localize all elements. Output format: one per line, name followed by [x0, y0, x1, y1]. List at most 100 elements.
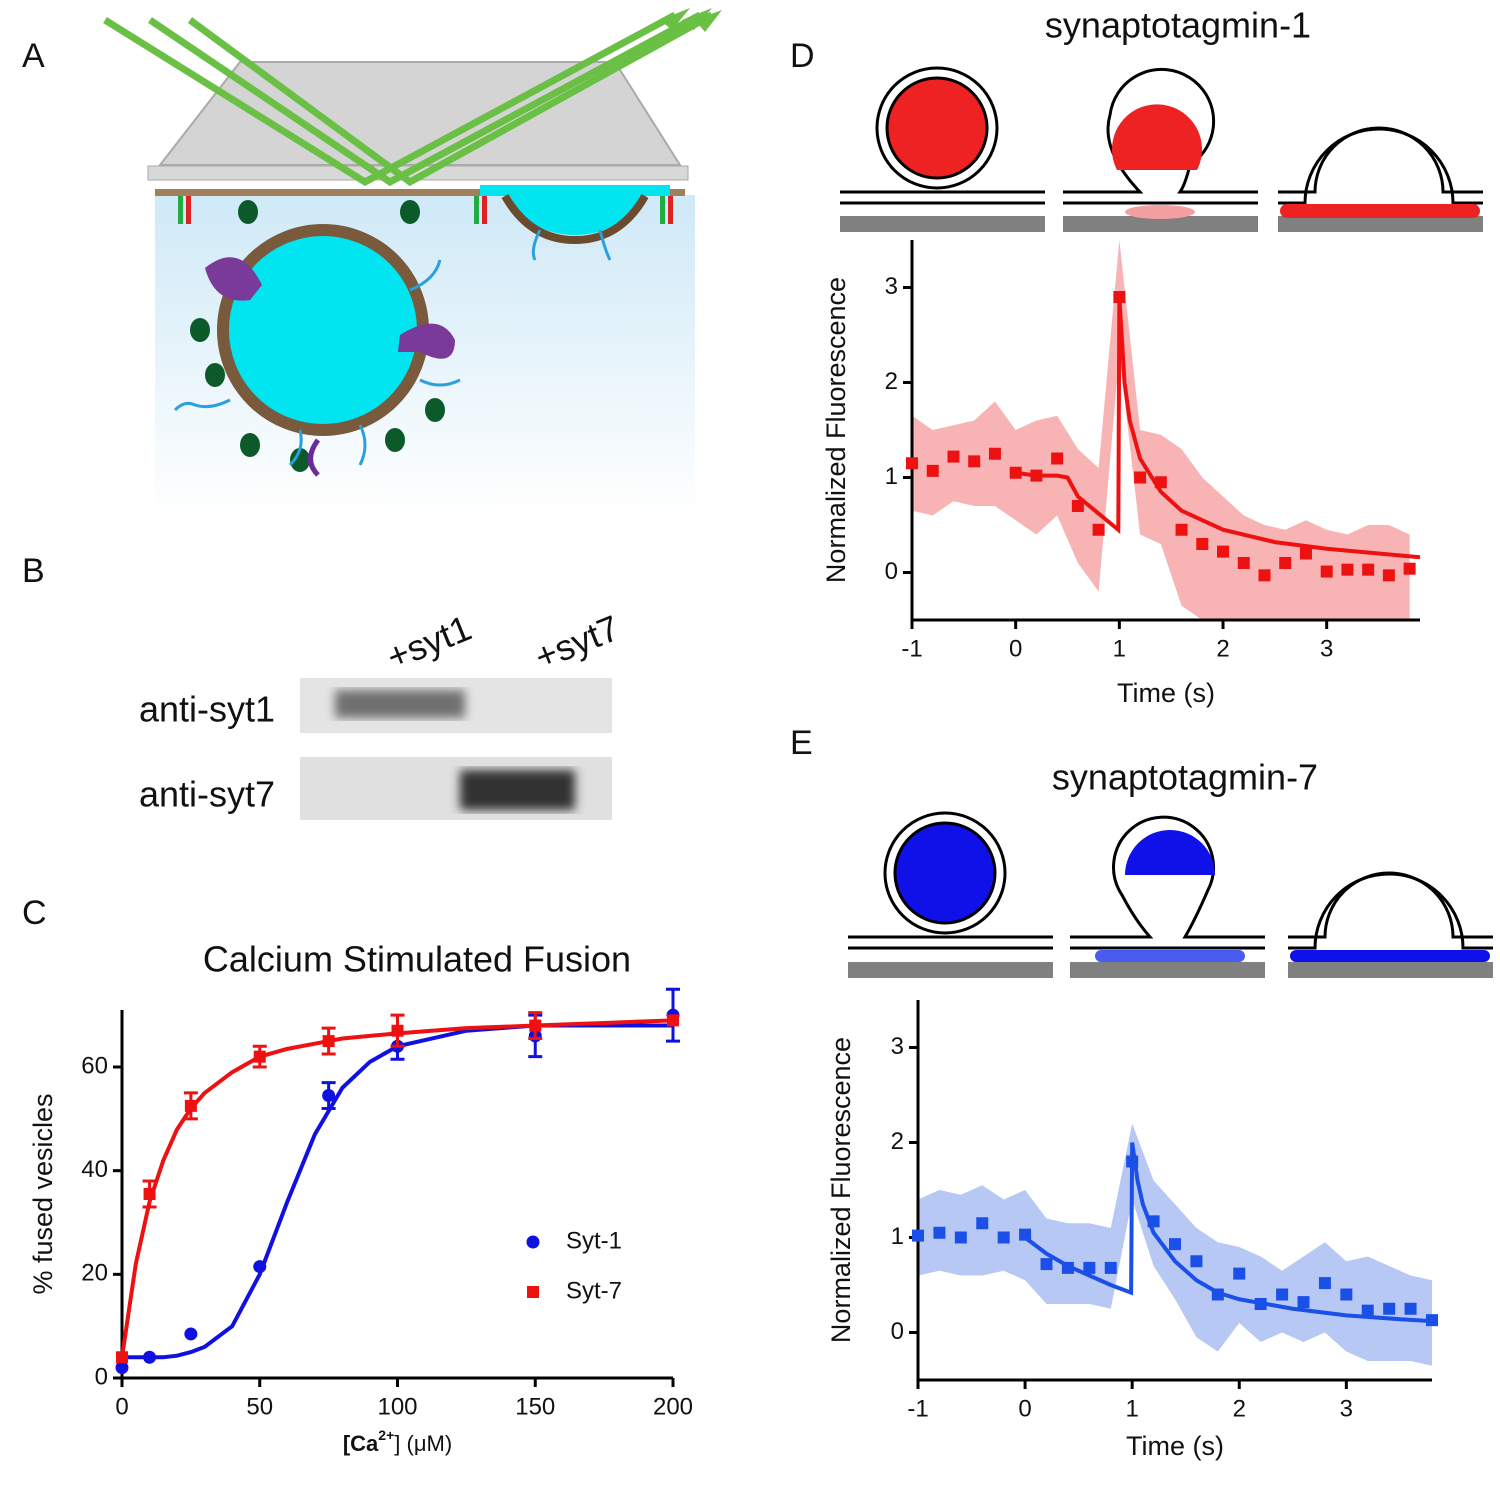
point	[1175, 523, 1188, 536]
x-axis-label-part: ] (μM)	[394, 1431, 452, 1456]
row-label: anti-syt1	[139, 689, 275, 730]
legend-label: Syt-7	[566, 1277, 622, 1304]
point	[1009, 466, 1022, 479]
point	[529, 1019, 542, 1032]
x-axis-label: Time (s)	[1126, 1431, 1224, 1461]
point	[1169, 1238, 1181, 1251]
point	[1382, 569, 1395, 582]
x-axis-label-part: [Ca	[343, 1431, 379, 1456]
point	[988, 447, 1001, 460]
y-tick-label: 3	[891, 1033, 904, 1060]
point	[1030, 469, 1043, 482]
fit-line	[122, 1023, 673, 1360]
y-tick-label: 0	[891, 1318, 904, 1345]
point	[1403, 562, 1416, 575]
point	[184, 1099, 197, 1112]
legend-marker	[527, 1286, 539, 1298]
x-tick-label: 1	[1125, 1395, 1138, 1422]
y-tick-label: 1	[891, 1223, 904, 1250]
x-tick-label: 50	[246, 1393, 273, 1420]
y-tick-label: 20	[81, 1260, 108, 1287]
x-tick-label: -1	[907, 1395, 928, 1422]
blot-band	[460, 770, 575, 810]
point	[1362, 563, 1375, 576]
x-tick-label: 2	[1233, 1395, 1246, 1422]
point	[1040, 1258, 1053, 1271]
x-tick-label: 1	[1113, 635, 1126, 662]
x-tick-label: 100	[377, 1393, 417, 1420]
y-tick-label: 3	[885, 273, 898, 300]
point	[954, 1231, 967, 1244]
point	[391, 1024, 404, 1037]
point	[1320, 565, 1333, 578]
fit-line	[120, 1018, 674, 1358]
fusion-schematic-syt1	[840, 66, 1483, 232]
fusion-schematic-syt7	[848, 811, 1493, 978]
point	[253, 1050, 266, 1063]
point	[1340, 1288, 1353, 1301]
bilayer	[155, 189, 685, 196]
point	[1061, 1261, 1074, 1274]
point	[1154, 476, 1167, 489]
proteins	[190, 200, 445, 472]
x-axis-label: Time (s)	[1117, 678, 1215, 708]
point	[906, 457, 918, 470]
y-axis-label: Normalized Fluorescence	[821, 277, 851, 583]
point	[667, 1014, 679, 1027]
point	[1383, 1302, 1396, 1315]
snares	[178, 196, 665, 224]
fused-membrane	[501, 193, 649, 245]
y-tick-label: 40	[81, 1156, 108, 1183]
point	[1404, 1302, 1417, 1315]
panel-label: C	[22, 894, 47, 932]
point	[947, 450, 960, 463]
point	[1196, 538, 1209, 550]
point	[1254, 1298, 1267, 1310]
point	[1318, 1277, 1331, 1290]
confidence-band	[912, 240, 1410, 620]
y-tick-label: 2	[885, 368, 898, 395]
point	[1237, 557, 1250, 569]
point	[143, 1350, 157, 1364]
y-axis-label: Normalized Fluorescence	[826, 1037, 856, 1343]
point	[1134, 471, 1147, 484]
point	[143, 1188, 156, 1200]
x-axis-label-part: 2+	[378, 1427, 394, 1443]
x-tick-label: 3	[1340, 1395, 1353, 1422]
point	[1147, 1215, 1160, 1228]
light-beam	[103, 11, 714, 187]
point	[1083, 1261, 1096, 1274]
linkers	[173, 229, 612, 467]
panel-label: A	[22, 37, 45, 75]
y-axis-label: % fused vesicles	[28, 1093, 58, 1294]
point	[1258, 569, 1271, 582]
point	[1092, 523, 1105, 536]
tirf-schematic	[103, 8, 722, 515]
panel-label: B	[22, 552, 45, 590]
legend-marker	[526, 1235, 540, 1249]
point	[1297, 1296, 1310, 1309]
protein	[205, 257, 455, 359]
point	[1190, 1255, 1203, 1268]
point	[1341, 563, 1354, 576]
point	[997, 1231, 1010, 1244]
point	[1019, 1228, 1032, 1241]
point	[976, 1217, 989, 1230]
x-axis-label: [Ca2+] (μM)	[343, 1427, 452, 1456]
y-tick-label: 0	[95, 1363, 108, 1390]
point	[926, 464, 939, 477]
chart-title: Calcium Stimulated Fusion	[203, 939, 631, 980]
x-tick-label: 0	[115, 1393, 128, 1420]
fused-vesicle	[480, 185, 670, 235]
point	[1279, 557, 1292, 569]
y-tick-label: 0	[885, 558, 898, 585]
point	[322, 1089, 336, 1103]
chart-title: synaptotagmin-1	[1045, 5, 1311, 46]
panel-label: E	[790, 724, 813, 762]
y-tick-label: 60	[81, 1052, 108, 1079]
point	[1126, 1155, 1139, 1168]
point	[933, 1226, 946, 1239]
point	[1233, 1267, 1246, 1280]
point	[253, 1260, 267, 1274]
